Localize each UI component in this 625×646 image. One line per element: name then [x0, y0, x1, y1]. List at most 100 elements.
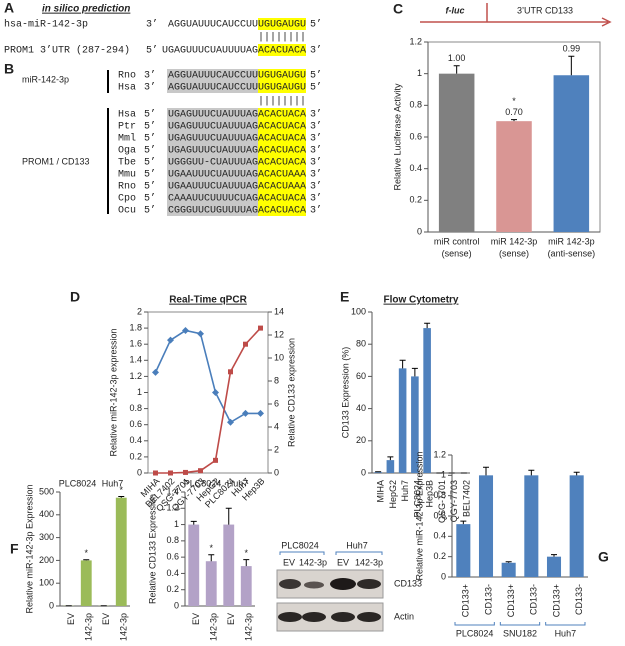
- conserved-shade: [167, 69, 258, 81]
- error-bar: [573, 471, 580, 476]
- end-label: 3’: [310, 121, 322, 133]
- species: Rno: [118, 71, 136, 82]
- significance-marker: *: [84, 548, 88, 558]
- tick-label: 1: [137, 387, 142, 397]
- bar: [553, 75, 590, 232]
- category-label: BEL7402: [461, 480, 471, 517]
- series-line: [155, 327, 262, 474]
- seed-highlight: [258, 81, 306, 93]
- sequence: UGAAUUUCUAUUUAG: [168, 170, 258, 181]
- error-bar: [399, 359, 406, 369]
- seed-highlight: [258, 192, 306, 204]
- end-label: 3’: [146, 19, 158, 31]
- point-marker: [227, 418, 234, 426]
- end-label: 3’: [310, 145, 322, 157]
- sequence: UGAGUUUCUAUUUAG: [168, 134, 258, 145]
- conserved-shade: [167, 156, 258, 168]
- seed-highlight: [258, 18, 306, 30]
- seed: ACACUACA: [258, 146, 306, 157]
- error-bar: [83, 559, 90, 561]
- category-label: PLC8024: [412, 480, 422, 518]
- chart-title: Flow Cytometry: [383, 295, 458, 306]
- panel-letter: A: [4, 0, 14, 16]
- category-label: CD133+: [506, 584, 516, 617]
- error-bar: [411, 367, 418, 377]
- western-blot: PLC8024 Huh7 EV 142-3p EV 142-3p CD133 A…: [276, 540, 422, 632]
- lane-label: 142-3p: [299, 557, 327, 567]
- sequence: CAAAUUCUUUUCUAG: [168, 194, 258, 205]
- tick-label: 80: [356, 339, 366, 349]
- tick-label: 14: [274, 306, 284, 316]
- category-label: miR 142-3p: [548, 236, 595, 246]
- error-bar: [243, 559, 250, 567]
- species: Rno: [118, 182, 136, 193]
- category-label: CD133+: [461, 584, 471, 617]
- tick-label: 0.2: [166, 584, 179, 594]
- error-bar: [528, 469, 535, 476]
- blot-band: [279, 579, 301, 589]
- construct-label: f-luc: [446, 5, 465, 15]
- panel-letter: C: [393, 1, 403, 17]
- end-label: 5’: [144, 169, 156, 181]
- error-bar: [424, 322, 431, 329]
- error-bar: [460, 520, 467, 525]
- group-label: Huh7: [227, 478, 249, 488]
- species: Hsa: [118, 110, 136, 121]
- category-label: 142-3p: [84, 613, 94, 641]
- error-bar: [505, 561, 512, 563]
- end-label: 3’: [144, 82, 156, 94]
- panel-letter: D: [70, 289, 80, 305]
- tick-label: 1.2: [409, 36, 422, 46]
- category-label: CD133-: [574, 584, 584, 615]
- point-marker: [212, 389, 219, 396]
- category-label: HepG2: [388, 480, 398, 509]
- conserved-shade: [167, 108, 258, 120]
- category-label: CD133-: [529, 584, 539, 615]
- tick-label: 0: [274, 467, 279, 477]
- category-label: miR 142-3p: [491, 236, 538, 246]
- axis-series-label: Relative CD133 expression: [286, 338, 296, 447]
- lane-label: EV: [337, 557, 349, 567]
- group-bracket: [454, 622, 495, 626]
- seed-highlight: [258, 144, 306, 156]
- bar: [411, 376, 419, 473]
- pairing: ||||||||: [258, 32, 306, 44]
- seed: UGUGAUGU: [258, 20, 306, 31]
- seed-highlight: [258, 132, 306, 144]
- end-label: 3’: [310, 45, 322, 57]
- seed: UGUGAUGU: [258, 71, 306, 82]
- bar: [386, 460, 395, 473]
- end-label: 5’: [310, 82, 322, 94]
- tick-label: 10: [274, 352, 284, 362]
- tick-label: 0.2: [129, 451, 142, 461]
- tick-label: 0.4: [409, 163, 422, 173]
- group-label: PLC8024: [184, 478, 222, 488]
- category-label: MIHA: [376, 480, 386, 503]
- panel-letter: G: [598, 549, 609, 565]
- group-label: PROM1 / CD133: [22, 156, 90, 166]
- tick-label: 0.6: [409, 131, 422, 141]
- bar: [478, 475, 494, 577]
- significance-marker: *: [244, 548, 248, 558]
- sequence: AGGUAUUUCAUCCUU: [168, 20, 258, 31]
- value-label: 1.00: [448, 53, 466, 63]
- error-bar: [453, 65, 460, 74]
- species: Ptr: [118, 122, 136, 133]
- tick-label: 1.2: [129, 371, 142, 381]
- end-label: 5’: [144, 205, 156, 217]
- conserved-shade: [167, 180, 258, 192]
- end-label: 3’: [144, 70, 156, 82]
- tick-label: 1.6: [129, 339, 142, 349]
- category-note: (sense): [442, 248, 472, 258]
- category-label: EV: [226, 613, 236, 625]
- blot-band: [278, 612, 302, 622]
- bar: [496, 121, 532, 232]
- blot-band: [357, 579, 381, 589]
- lane-label: 142-3p: [355, 557, 383, 567]
- tick-label: 1.2: [433, 449, 446, 459]
- end-label: 5’: [146, 45, 158, 57]
- value-label: 0.70: [505, 107, 523, 117]
- panel-title: in silico prediction: [42, 4, 130, 15]
- point-marker: [228, 369, 233, 375]
- bar: [423, 328, 431, 473]
